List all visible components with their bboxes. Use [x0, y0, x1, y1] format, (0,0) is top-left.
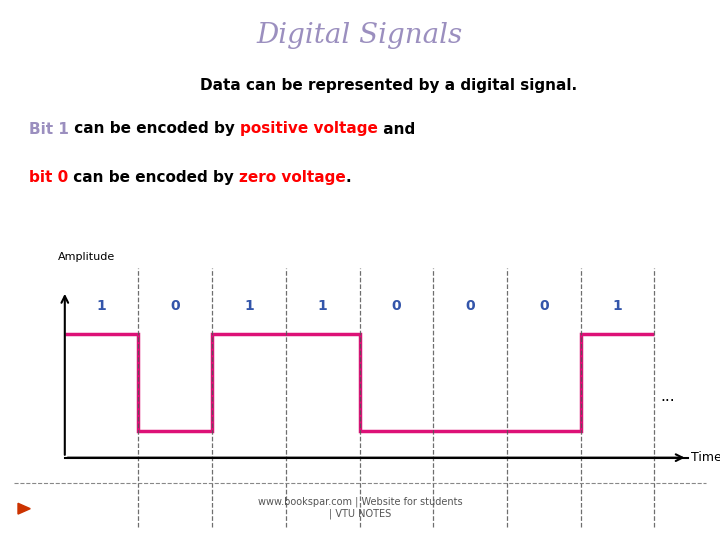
Text: 1: 1: [613, 299, 622, 313]
Text: can be encoded by: can be encoded by: [68, 122, 240, 137]
Text: positive voltage: positive voltage: [240, 122, 378, 137]
Text: Bit 1: Bit 1: [29, 122, 68, 137]
Text: .: .: [346, 170, 351, 185]
Text: can be encoded by: can be encoded by: [68, 170, 239, 185]
Text: 1: 1: [318, 299, 328, 313]
Text: 0: 0: [392, 299, 401, 313]
Text: zero voltage: zero voltage: [239, 170, 346, 185]
Text: ...: ...: [660, 389, 675, 404]
Text: 0: 0: [465, 299, 475, 313]
Text: 1: 1: [96, 299, 107, 313]
Text: Digital Signals: Digital Signals: [257, 22, 463, 49]
Text: 0: 0: [539, 299, 549, 313]
Text: www.bookspar.com | Website for students
| VTU NOTES: www.bookspar.com | Website for students …: [258, 497, 462, 519]
Text: Amplitude: Amplitude: [58, 252, 115, 262]
Text: bit 0: bit 0: [29, 170, 68, 185]
Text: 0: 0: [171, 299, 180, 313]
Text: Time: Time: [691, 451, 720, 464]
Text: Data can be represented by a digital signal.: Data can be represented by a digital sig…: [200, 78, 577, 93]
Text: and: and: [378, 122, 415, 137]
Text: 1: 1: [244, 299, 254, 313]
